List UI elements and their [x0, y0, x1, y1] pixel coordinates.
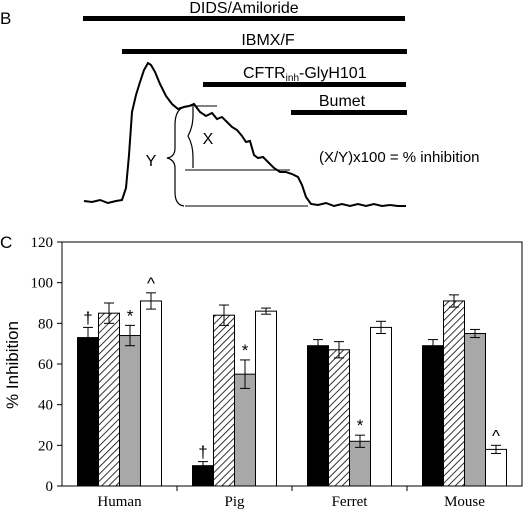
x-tick-label-ferret: Ferret: [332, 494, 369, 510]
bar-human-series-4: [140, 300, 162, 487]
significance-mark-5: *: [357, 416, 364, 435]
y-axis-title: % Inhibition: [3, 321, 22, 409]
panel-c: C % Inhibition 0 20 40 60 80 100 120 Human Pig Fe…: [0, 233, 523, 510]
bracket-x: [187, 107, 194, 168]
bar-pig-series-2: [213, 314, 235, 487]
x-tick-label-pig: Pig: [224, 494, 245, 510]
bar-mouse-series-4: [485, 448, 507, 487]
bar-mouse-series-3: [464, 333, 486, 487]
inhibition-formula: (X/Y)x100 = % inhibition: [319, 149, 480, 166]
significance-mark-1: *: [127, 306, 134, 325]
significance-mark-2: ^: [147, 274, 155, 293]
cftr-inhibitor-label: CFTRinh-GlyH101: [243, 65, 367, 84]
y-tick-label-100: 100: [31, 276, 54, 292]
bar-ferret-series-3: [349, 440, 371, 487]
bracket-x-label: X: [203, 131, 214, 148]
bar-chart-plot: 0 20 40 60 80 100 120 Human Pig Ferret Mouse † * ^ † * *…: [31, 235, 523, 510]
bar-human-series-3: [119, 335, 141, 487]
significance-mark-3: †: [198, 443, 207, 462]
bar-ferret-series-4: [370, 326, 392, 487]
bracket-y-label: Y: [146, 153, 157, 170]
bar-human-series-2: [98, 312, 120, 487]
bumet-label: Bumet: [319, 93, 366, 110]
bar-pig-series-3: [234, 373, 256, 487]
bar-ferret-series-2: [328, 349, 350, 487]
bumet-bar: [291, 110, 407, 115]
current-trace: [83, 61, 406, 208]
bar-mouse-series-1: [422, 345, 444, 487]
dids-amiloride-label: DIDS/Amiloride: [189, 0, 298, 17]
panel-b-label: B: [0, 9, 11, 28]
y-tick-label-120: 120: [31, 235, 54, 251]
y-tick-label-60: 60: [38, 357, 53, 373]
cftr-inhibitor-bar: [203, 82, 406, 87]
x-tick-label-human: Human: [97, 494, 142, 510]
significance-mark-6: ^: [492, 426, 500, 445]
x-tick-label-mouse: Mouse: [444, 494, 485, 510]
ibmx-f-bar: [122, 49, 407, 54]
bar-ferret-series-1: [307, 345, 329, 487]
y-tick-label-20: 20: [38, 438, 53, 454]
bracket-y: [166, 106, 185, 207]
ibmx-f-label: IBMX/F: [241, 32, 295, 49]
significance-mark-4: *: [242, 341, 249, 360]
y-tick-label-80: 80: [38, 316, 53, 332]
bar-pig-series-4: [255, 310, 277, 487]
bar-human-series-1: [77, 337, 99, 487]
panel-b: B DIDS/Amiloride IBMX/F CFTRinh-GlyH101 …: [0, 0, 480, 208]
bar-mouse-series-2: [443, 300, 465, 487]
panel-c-label: C: [0, 233, 12, 252]
significance-mark-0: †: [83, 308, 92, 327]
y-tick-label-0: 0: [46, 479, 54, 495]
y-tick-label-40: 40: [38, 398, 53, 414]
dids-amiloride-bar: [83, 16, 405, 21]
